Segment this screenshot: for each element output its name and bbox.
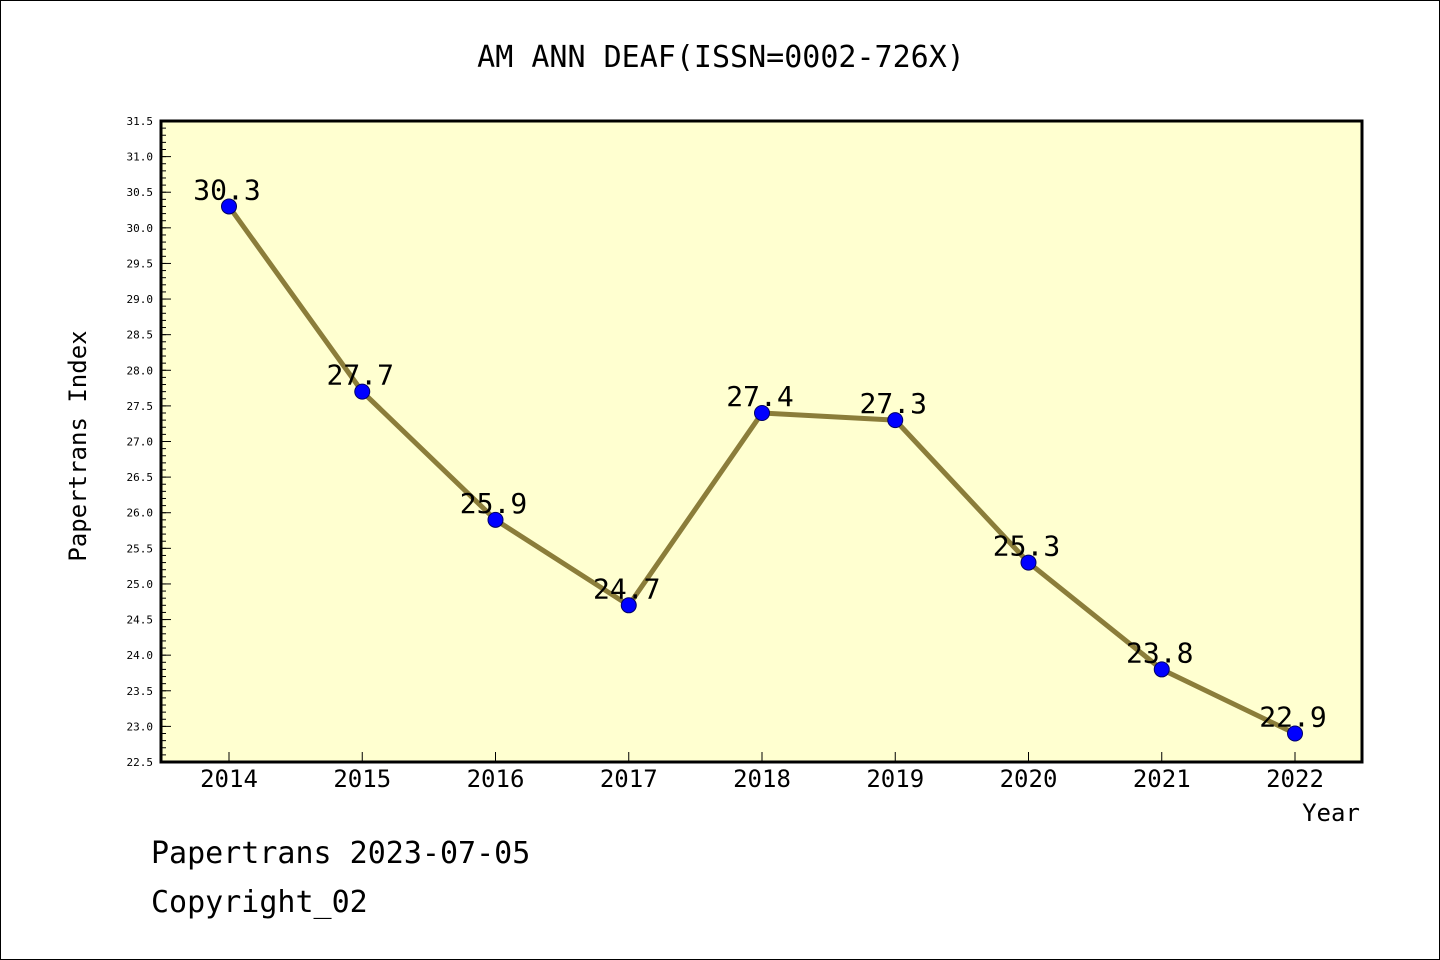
footer-copyright: Copyright_02: [151, 885, 368, 920]
plot-area: [161, 121, 1362, 762]
y-tick-label: 30.0: [127, 222, 154, 235]
chart-title: AM ANN DEAF(ISSN=0002-726X): [477, 40, 965, 75]
data-point: [620, 597, 637, 614]
data-label: 22.9: [1259, 701, 1326, 734]
y-tick-label: 25.0: [127, 578, 154, 591]
data-point: [221, 198, 237, 215]
y-tick-label: 28.0: [127, 364, 154, 377]
y-tick-label: 28.5: [127, 329, 154, 342]
data-label: 30.3: [193, 173, 260, 206]
data-label: 24.7: [593, 572, 660, 605]
y-tick-label: 27.5: [127, 400, 154, 413]
data-point: [754, 405, 770, 422]
x-tick-label: 2017: [600, 765, 658, 793]
data-point: [487, 511, 504, 528]
x-tick-label: 2016: [467, 765, 525, 793]
y-tick-label: 22.5: [127, 756, 154, 769]
x-tick-label: 2015: [333, 765, 391, 793]
y-tick-label: 23.0: [127, 720, 154, 733]
y-tick-label: 29.5: [127, 257, 154, 270]
x-axis-label: Year: [1302, 799, 1360, 827]
y-tick-label: 25.5: [127, 542, 154, 555]
y-tick-label: 23.5: [127, 685, 154, 698]
x-tick-label: 2014: [200, 765, 258, 793]
y-tick-label: 31.5: [127, 115, 154, 128]
data-label: 23.8: [1126, 636, 1193, 669]
y-tick-label: 29.0: [127, 293, 154, 306]
x-tick-label: 2021: [1133, 765, 1191, 793]
y-tick-label: 30.5: [127, 186, 154, 199]
footer-date: Papertrans 2023-07-05: [151, 836, 531, 871]
data-point: [1020, 554, 1037, 571]
x-tick-label: 2019: [866, 765, 924, 793]
y-axis-label: Papertrans Index: [64, 330, 92, 561]
x-tick-label: 2020: [1000, 765, 1058, 793]
data-point: [1153, 661, 1170, 678]
y-tick-label: 26.0: [127, 507, 154, 520]
y-tick-label: 31.0: [127, 151, 154, 164]
y-tick-label: 27.0: [127, 436, 154, 449]
data-label: 25.9: [460, 487, 527, 520]
data-point: [887, 412, 904, 429]
data-label: 27.3: [860, 387, 927, 420]
x-tick-label: 2022: [1266, 765, 1324, 793]
data-point: [1287, 725, 1303, 742]
data-label: 27.7: [327, 359, 394, 392]
y-tick-label: 26.5: [127, 471, 154, 484]
plot-border: [159, 119, 1364, 764]
data-label: 25.3: [993, 530, 1060, 563]
data-point: [354, 383, 371, 400]
y-tick-label: 24.5: [127, 614, 154, 627]
y-tick-label: 24.0: [127, 649, 154, 662]
data-label: 27.4: [726, 380, 793, 413]
x-tick-label: 2018: [733, 765, 791, 793]
